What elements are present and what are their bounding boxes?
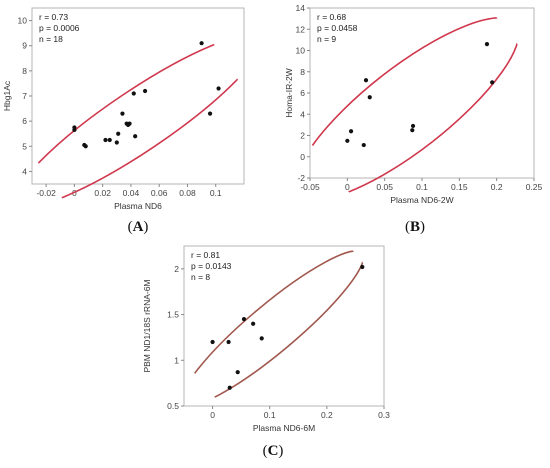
x-tick-label: 0.04	[123, 188, 140, 198]
y-tick-label: 10	[296, 46, 306, 56]
data-point	[348, 129, 354, 134]
data-point	[83, 144, 88, 149]
y-tick-label: 10	[18, 16, 28, 26]
x-tick-label: 0.2	[321, 410, 333, 420]
y-tick-label: 7	[22, 91, 27, 101]
scatter-plot-c: 0 0.1 0.2 0.3 0.5 1 1.5 2 Plasma ND6-6M PBM ND1/1…	[142, 245, 390, 433]
stat-label: r = 0.73	[39, 12, 68, 22]
y-tick-label: 6	[22, 116, 27, 126]
data-point	[199, 41, 204, 46]
data-point	[207, 111, 213, 116]
data-point	[345, 138, 350, 143]
plot-frame-a	[31, 7, 245, 185]
plot-frame-c	[183, 245, 385, 407]
data-point	[103, 137, 108, 143]
plot-frame-b	[309, 7, 535, 179]
data-point	[126, 122, 131, 128]
scatter-plot-a: -0.02 0 0.02 0.04 0.06 0.08 0.145678910Plasma …	[2, 7, 262, 211]
data-point	[72, 127, 77, 133]
stat-label: p = 0.0006	[39, 23, 80, 33]
y-tick-label: 12	[296, 24, 306, 34]
y-axis-label: Hbg1Ac	[2, 80, 12, 111]
y-tick-label: 9	[22, 41, 27, 51]
data-point	[142, 88, 148, 94]
y-tick-label: 8	[300, 67, 305, 77]
x-tick-label: -0.05	[300, 182, 320, 192]
data-point	[490, 80, 495, 85]
caption-c: (C)	[262, 443, 284, 459]
y-tick-label: 4	[300, 109, 305, 119]
stat-label: n = 9	[317, 34, 336, 44]
stat-label: n = 18	[39, 34, 63, 44]
chart-panel-c: 0 0.1 0.2 0.3 0.5 1 1.5 2 Plasma ND6-6M PBM ND1/1…	[140, 238, 402, 438]
data-point	[235, 370, 240, 375]
x-tick-label: 0.25	[526, 182, 543, 192]
x-axis-label: Plasma ND6-2W	[390, 195, 453, 205]
x-tick-label: 0	[210, 410, 215, 420]
y-tick-label: 14	[296, 3, 306, 13]
y-tick-label: 6	[300, 88, 305, 98]
y-tick-label: -2	[297, 173, 305, 183]
caption-a: (A)	[127, 219, 149, 235]
y-axis-label: PBM ND1/18S rRNA-6M	[142, 279, 152, 372]
x-tick-label: 0.1	[416, 182, 428, 192]
y-tick-label: 2	[300, 131, 305, 141]
x-tick-label: 0.05	[376, 182, 393, 192]
data-point	[216, 86, 221, 91]
x-tick-label: 0.15	[451, 182, 468, 192]
scatter-plot-b: -0.05 0 0.05 0.1 0.15 0.2 0.25 -2 0 2 4 6 8 10 12 14 Pla…	[284, 3, 543, 205]
caption-a-letter: A	[132, 219, 144, 235]
data-point	[133, 134, 138, 139]
chart-panel-a: -0.02 0 0.02 0.04 0.06 0.08 0.1 4 5 6 7 8 9 10 Plasma …	[0, 0, 262, 215]
y-tick-label: 0.5	[167, 401, 179, 411]
y-tick-label: 2	[174, 264, 179, 274]
x-tick-label: 0.1	[264, 410, 276, 420]
data-point	[227, 385, 232, 390]
x-axis-label: Plasma ND6	[114, 201, 162, 211]
x-tick-label: 0.06	[151, 188, 168, 198]
caption-b-letter: B	[409, 219, 420, 235]
data-point	[210, 339, 215, 345]
stat-label: r = 0.81	[191, 250, 220, 260]
data-point	[367, 95, 372, 100]
data-point	[120, 111, 125, 116]
caption-c-letter: C	[267, 443, 279, 459]
data-point	[116, 131, 121, 136]
caption-b: (B)	[404, 219, 425, 235]
y-tick-label: 8	[22, 66, 27, 76]
data-point	[251, 321, 256, 326]
x-tick-label: 0.1	[210, 188, 222, 198]
y-tick-label: 0	[300, 152, 305, 162]
stat-label: r = 0.68	[317, 12, 346, 22]
x-tick-label: 0.2	[491, 182, 503, 192]
x-tick-label: 0	[345, 182, 350, 192]
x-tick-label: 0.3	[378, 410, 390, 420]
data-point	[226, 339, 231, 345]
data-point	[361, 142, 366, 148]
y-tick-label: 1	[174, 355, 179, 365]
data-point	[410, 123, 416, 129]
chart-panel-b: -0.05 0 0.05 0.1 0.15 0.2 0.25 -2 0 2 4 6 8 10 12 14 Pla…	[282, 0, 544, 215]
stat-label: p = 0.0143	[191, 261, 232, 271]
data-point	[259, 336, 264, 341]
stat-label: n = 8	[191, 272, 210, 282]
x-tick-label: -0.02	[36, 188, 56, 198]
data-point	[410, 128, 415, 133]
y-axis-label: Homa-IR-2W	[284, 68, 294, 118]
y-tick-label: 4	[22, 166, 27, 176]
x-tick-label: 0.02	[94, 188, 111, 198]
stat-label: p = 0.0458	[317, 23, 358, 33]
data-point	[484, 42, 490, 47]
data-point	[131, 91, 136, 96]
data-point	[114, 140, 119, 145]
x-tick-label: 0.08	[179, 188, 196, 198]
y-tick-label: 5	[22, 141, 27, 151]
y-tick-label: 1.5	[167, 310, 179, 320]
x-axis-label: Plasma ND6-6M	[253, 423, 315, 433]
data-point	[107, 137, 112, 143]
data-point	[241, 317, 247, 322]
data-point	[360, 264, 365, 270]
data-point	[363, 78, 369, 83]
